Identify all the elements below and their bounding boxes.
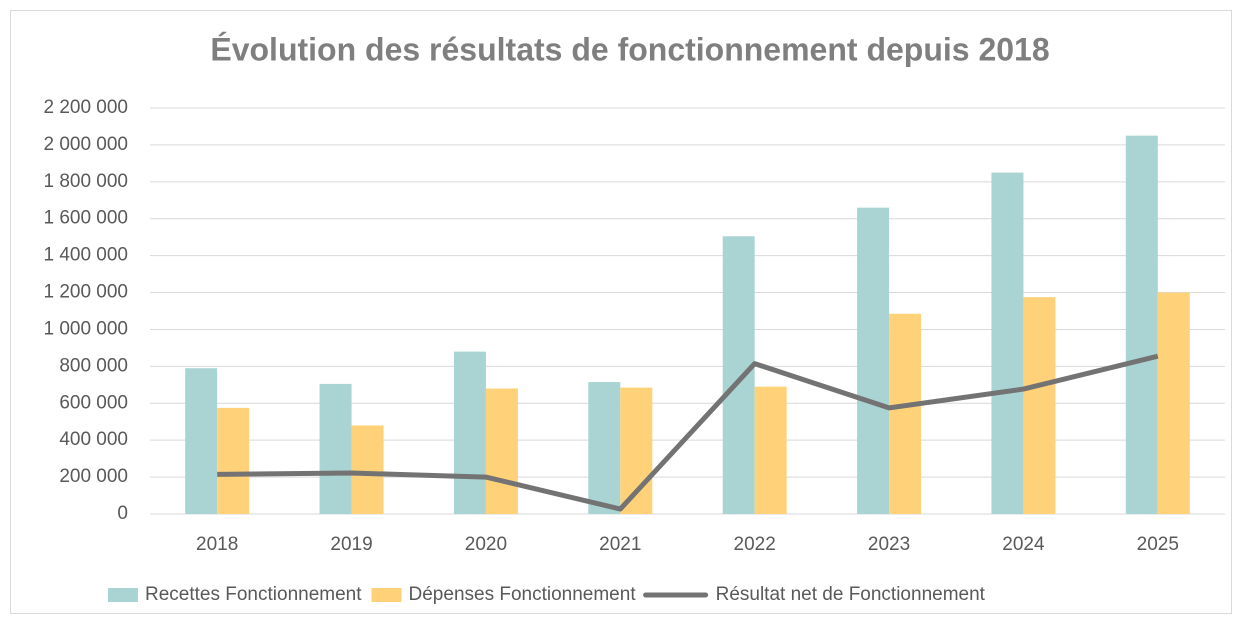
legend-swatch: [108, 588, 138, 602]
bar: [588, 382, 621, 514]
x-tick-label: 2023: [868, 534, 910, 555]
x-tick-label: 2020: [465, 534, 507, 555]
y-tick-label: 400 000: [59, 429, 128, 450]
bar: [485, 388, 518, 514]
bar: [889, 313, 922, 514]
bar: [319, 383, 352, 514]
y-tick-label: 2 000 000: [43, 134, 128, 155]
bar: [857, 207, 890, 514]
x-tick-label: 2021: [599, 534, 641, 555]
bar: [1125, 135, 1158, 514]
y-tick-label: 1 600 000: [43, 208, 128, 229]
x-tick-label: 2022: [734, 534, 776, 555]
bar: [217, 407, 250, 514]
x-tick-label: 2024: [1002, 534, 1045, 555]
y-tick-label: 800 000: [59, 355, 128, 376]
y-tick-label: 2 200 000: [43, 97, 128, 118]
y-tick-label: 1 000 000: [43, 318, 128, 339]
legend-swatch: [371, 588, 402, 602]
bar: [754, 386, 787, 514]
legend-label: Dépenses Fonctionnement: [409, 584, 637, 605]
y-tick-label: 1 400 000: [43, 245, 128, 266]
y-tick-label: 600 000: [59, 392, 128, 413]
x-tick-label: 2025: [1137, 534, 1179, 555]
chart-title: Évolution des résultats de fonctionnemen…: [210, 31, 1049, 67]
y-tick-label: 1 800 000: [43, 171, 128, 192]
x-tick-label: 2019: [330, 534, 372, 555]
bar: [991, 172, 1024, 514]
y-tick-label: 200 000: [59, 466, 128, 487]
bar: [351, 425, 384, 514]
line: [217, 353, 1159, 512]
bar: [1157, 292, 1190, 514]
bar: [453, 351, 486, 514]
legend-label: Résultat net de Fonctionnement: [716, 584, 986, 605]
y-tick-label: 1 200 000: [43, 282, 128, 303]
bar: [1023, 297, 1056, 514]
bar: [185, 368, 218, 514]
legend-label: Recettes Fonctionnement: [145, 584, 362, 605]
bar: [722, 236, 755, 514]
x-tick-label: 2018: [196, 534, 238, 555]
y-tick-label: 0: [117, 503, 128, 524]
